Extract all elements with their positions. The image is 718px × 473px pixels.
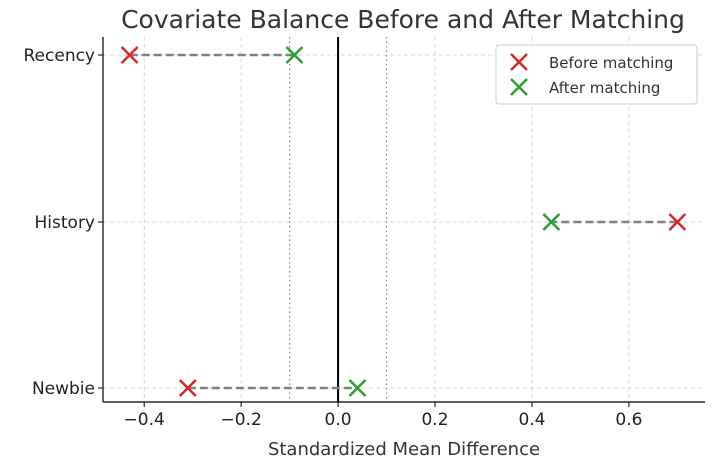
y-tick-label: History	[35, 213, 95, 233]
x-tick-label: −0.4	[124, 410, 165, 430]
legend-box	[495, 44, 698, 105]
x-tick-label: 0.4	[518, 410, 545, 430]
x-tick-label: −0.2	[220, 410, 261, 430]
legend-label: After matching	[549, 79, 660, 97]
legend-marker	[510, 78, 528, 96]
after-marker	[285, 46, 304, 64]
x-tick-label: 0.2	[421, 410, 448, 430]
y-tick-label: Newbie	[32, 379, 95, 399]
before-marker	[120, 46, 139, 64]
after-marker	[348, 379, 367, 397]
x-tick-label: 0.6	[615, 410, 642, 430]
reference-lines	[289, 37, 388, 402]
legend-marker	[510, 53, 528, 71]
before-marker	[178, 379, 197, 397]
x-axis-label: Standardized Mean Difference	[268, 439, 540, 460]
x-tick-label: 0.0	[325, 410, 352, 430]
after-marker	[542, 213, 561, 231]
markers	[120, 46, 687, 397]
legend: Before matching After matching	[495, 44, 698, 105]
y-ticks: Newbie History Recency	[24, 46, 103, 399]
legend-label: Before matching	[549, 54, 673, 72]
connectors	[129, 53, 678, 390]
chart-title: Covariate Balance Before and After Match…	[121, 5, 685, 34]
x-ticks: −0.4 −0.2 0.0 0.2 0.4 0.6	[124, 402, 642, 430]
before-marker	[668, 213, 687, 231]
y-tick-label: Recency	[24, 46, 96, 66]
